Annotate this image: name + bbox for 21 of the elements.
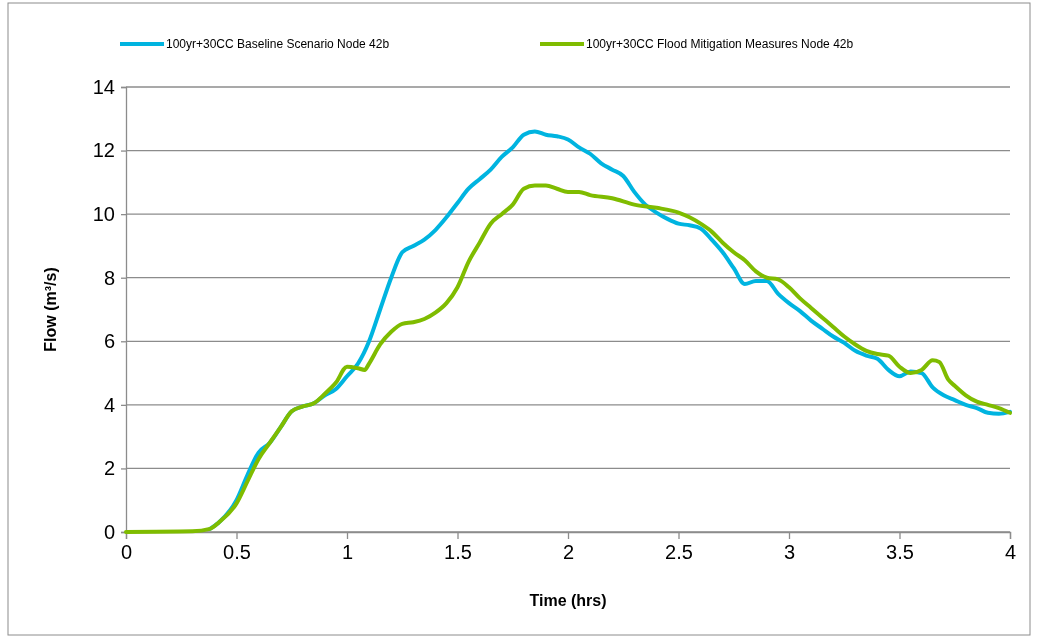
x-tick-label: 1.5 bbox=[444, 541, 472, 564]
legend-label: 100yr+30CC Baseline Scenario Node 42b bbox=[166, 37, 390, 51]
y-axis-title: Flow (m³/s) bbox=[42, 267, 59, 352]
x-tick-label: 0 bbox=[120, 541, 133, 564]
x-tick-label: 3.5 bbox=[886, 541, 914, 564]
x-tick-label: 4 bbox=[1004, 541, 1017, 564]
y-tick-label: 6 bbox=[103, 330, 115, 353]
x-tick-label: 3 bbox=[783, 541, 796, 564]
y-tick-label: 10 bbox=[92, 203, 115, 226]
x-tick-label: 0.5 bbox=[223, 541, 251, 564]
y-tick-label: 4 bbox=[103, 393, 115, 416]
y-tick-label: 0 bbox=[103, 520, 115, 543]
x-tick-label: 1 bbox=[341, 541, 354, 564]
legend-label: 100yr+30CC Flood Mitigation Measures Node 42b bbox=[586, 37, 854, 51]
x-tick-label: 2.5 bbox=[665, 541, 693, 564]
y-tick-label: 8 bbox=[103, 266, 115, 289]
y-tick-label: 14 bbox=[92, 75, 115, 98]
y-tick-label: 2 bbox=[103, 457, 115, 480]
x-tick-label: 2 bbox=[562, 541, 575, 564]
x-axis-title: Time (hrs) bbox=[529, 592, 607, 609]
y-tick-label: 12 bbox=[92, 139, 115, 162]
